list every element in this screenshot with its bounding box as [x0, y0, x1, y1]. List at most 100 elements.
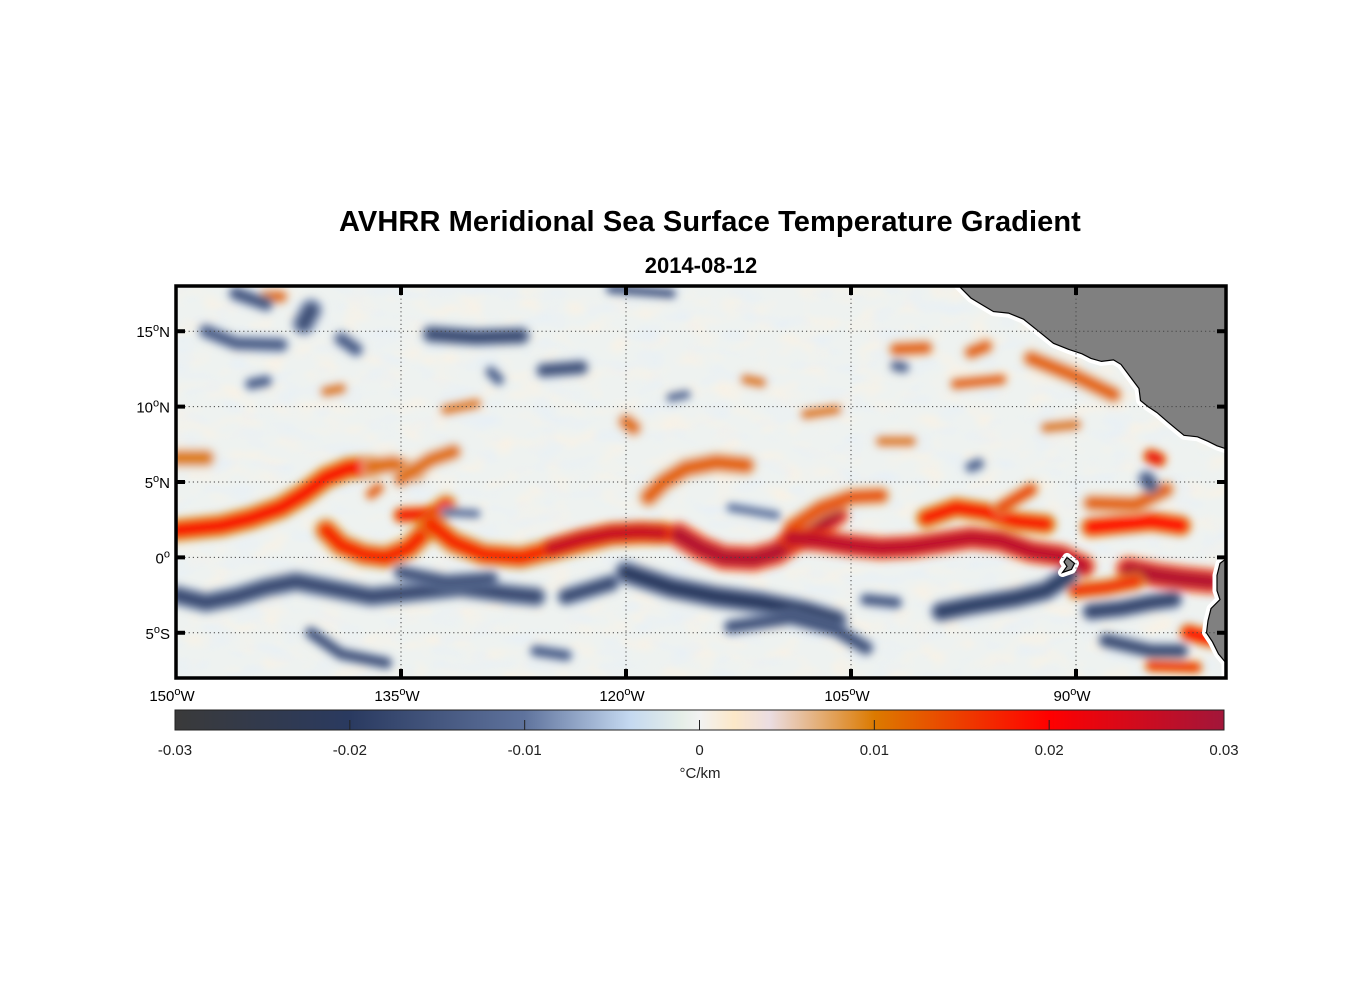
x-tick-deg: 135	[374, 688, 399, 705]
cold-front-feature	[306, 628, 391, 668]
y-tick-deg: 15	[136, 324, 153, 341]
y-tick-label: 0o	[156, 548, 170, 567]
y-tick-left	[176, 404, 185, 409]
chart-subtitle: 2014-08-12	[644, 253, 758, 278]
cold-front-feature	[607, 286, 675, 297]
colorbar-tick-label: -0.01	[508, 742, 542, 759]
warm-front-feature	[891, 342, 931, 355]
cold-front-feature	[531, 646, 571, 660]
warm-front-feature	[366, 483, 383, 499]
degree-symbol: o	[153, 322, 159, 334]
graticule-grid	[176, 286, 1226, 678]
cold-front-feature	[619, 565, 843, 628]
colorbar-unit-label: °C/km	[680, 765, 721, 782]
cold-front-feature	[425, 328, 527, 343]
cold-front-feature	[891, 361, 908, 372]
y-tick-hemi: N	[159, 324, 170, 341]
cold-front-feature	[667, 391, 690, 402]
y-tick-label: 15oN	[136, 322, 170, 341]
cold-front-feature	[934, 569, 1075, 618]
warm-front-feature	[1120, 561, 1219, 590]
x-tick-hemi: W	[630, 688, 645, 705]
degree-symbol: o	[153, 398, 159, 410]
warm-front-feature	[996, 484, 1036, 513]
land-masses	[952, 286, 1226, 678]
cold-front-feature	[176, 575, 543, 609]
cold-front-feature	[486, 367, 503, 384]
warm-front-feature	[1085, 483, 1172, 511]
warm-front-feature	[1146, 451, 1164, 465]
y-tick-deg: 0	[156, 550, 164, 567]
galapagos-landmass	[1060, 556, 1076, 574]
warm-front-feature	[544, 525, 670, 555]
colorbar-tick-label: -0.03	[158, 742, 192, 759]
x-tick-top	[1074, 286, 1078, 295]
x-tick-label: 90oW	[1054, 686, 1092, 705]
cold-front-feature	[1101, 635, 1186, 656]
south-america-landmass	[1205, 558, 1226, 678]
warm-front-feature	[951, 375, 1006, 389]
degree-symbol: o	[1070, 686, 1076, 698]
colorbar-ticks: -0.03 -0.02 -0.01 0 0.01 0.02 0.03	[158, 720, 1239, 759]
y-tick-label: 5oN	[145, 473, 170, 492]
x-tick-bottom	[624, 669, 628, 678]
y-tick-left	[176, 555, 185, 560]
x-tick-hemi: W	[180, 688, 195, 705]
x-tick-label: 105oW	[824, 686, 870, 705]
warm-front-feature	[1070, 575, 1142, 597]
cold-front-feature	[1140, 473, 1157, 491]
chart-title: AVHRR Meridional Sea Surface Temperature…	[339, 206, 1081, 238]
plot-area	[176, 286, 1226, 678]
x-tick-deg: 105	[824, 688, 849, 705]
warm-front-feature	[741, 375, 766, 387]
y-tick-right	[1217, 480, 1226, 484]
warm-front-feature	[919, 501, 1053, 531]
y-tick-left	[176, 480, 185, 484]
y-tick-left	[176, 630, 185, 635]
central-america-landmass	[958, 286, 1226, 450]
y-tick-deg: 10	[136, 400, 153, 417]
x-tick-bottom	[849, 669, 853, 678]
x-tick-top	[849, 286, 853, 295]
x-tick-label: 135oW	[374, 686, 420, 705]
warm-front-feature	[642, 456, 753, 504]
cold-front-feature	[396, 567, 496, 587]
y-tick-deg: 5	[145, 475, 153, 492]
y-tick-right	[1217, 329, 1226, 334]
gradient-features	[176, 286, 1225, 675]
warm-front-feature	[1146, 661, 1201, 672]
cold-front-feature	[296, 303, 318, 331]
degree-symbol: o	[153, 473, 159, 485]
colorbar-tick-label: 0.02	[1035, 742, 1064, 759]
cold-front-feature	[442, 508, 480, 518]
x-tick-bottom	[1074, 669, 1078, 678]
colorbar: -0.03 -0.02 -0.01 0 0.01 0.02 0.03 °C/km	[158, 709, 1239, 782]
degree-symbol: o	[399, 686, 405, 698]
degree-symbol: o	[174, 686, 180, 698]
x-tick-hemi: W	[1076, 688, 1091, 705]
x-tick-bottom	[399, 669, 403, 678]
cold-front-feature	[726, 612, 871, 653]
cold-front-feature	[861, 595, 901, 607]
cold-front-feature	[231, 288, 271, 309]
warm-front-feature	[670, 506, 844, 567]
x-tick-label: 120oW	[599, 686, 645, 705]
cold-front-feature	[727, 504, 780, 519]
x-tick-top	[399, 286, 403, 295]
y-tick-label: 5oS	[146, 624, 170, 643]
warm-front-feature	[1025, 352, 1120, 401]
degree-symbol: o	[849, 686, 855, 698]
x-tick-label: 150oW	[149, 686, 195, 705]
y-tick-right	[1217, 404, 1226, 409]
x-tick-deg: 90	[1054, 688, 1071, 705]
cold-front-feature	[246, 376, 271, 389]
cold-front-feature	[201, 326, 286, 350]
degree-symbol: o	[624, 686, 630, 698]
degree-symbol: o	[164, 548, 170, 560]
cold-front-feature	[336, 333, 361, 355]
warm-front-feature	[321, 384, 346, 396]
warm-front-feature	[784, 530, 1091, 574]
y-tick-right	[1217, 555, 1226, 560]
warm-front-feature	[785, 490, 887, 533]
